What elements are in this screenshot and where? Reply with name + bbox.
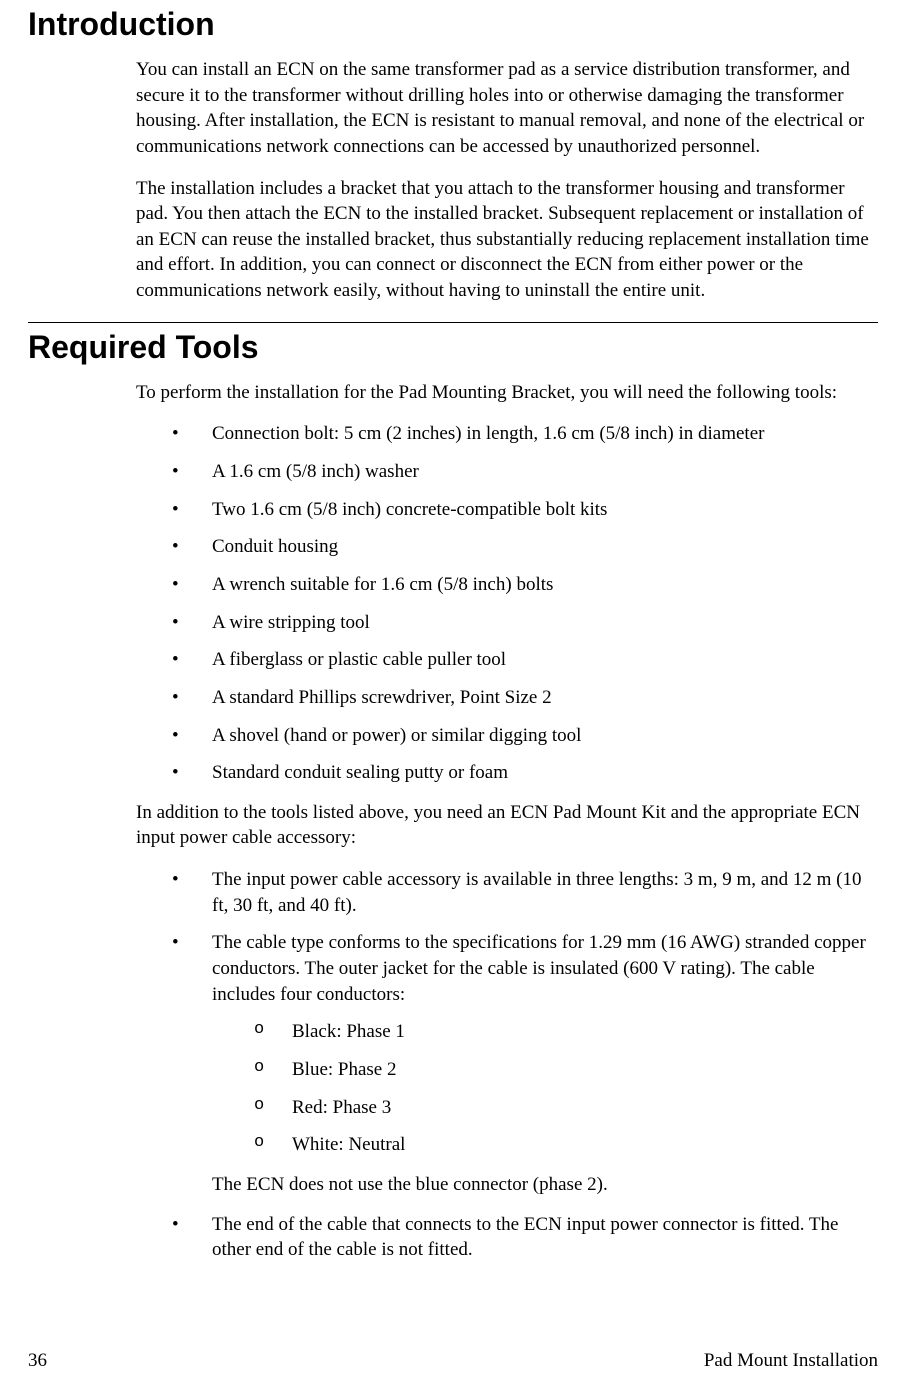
list-item: A 1.6 cm (5/8 inch) washer [172, 459, 870, 485]
list-item: The input power cable accessory is avail… [172, 867, 870, 918]
page-number: 36 [28, 1350, 47, 1372]
tools-list: Connection bolt: 5 cm (2 inches) in leng… [172, 421, 870, 785]
intro-body: You can install an ECN on the same trans… [136, 57, 870, 304]
tools-body: To perform the installation for the Pad … [136, 380, 870, 1263]
list-item: Blue: Phase 2 [254, 1057, 870, 1083]
list-item: Standard conduit sealing putty or foam [172, 760, 870, 786]
list-item: Connection bolt: 5 cm (2 inches) in leng… [172, 421, 870, 447]
page-footer: 36 Pad Mount Installation [28, 1350, 878, 1372]
list-item: White: Neutral [254, 1132, 870, 1158]
list-item-text: The cable type conforms to the specifica… [212, 932, 866, 1004]
list-item: Red: Phase 3 [254, 1095, 870, 1121]
list-item: The cable type conforms to the specifica… [172, 930, 870, 1157]
additional-intro: In addition to the tools listed above, y… [136, 800, 870, 851]
list-item: Black: Phase 1 [254, 1019, 870, 1045]
list-item: A wrench suitable for 1.6 cm (5/8 inch) … [172, 572, 870, 598]
additional-list-cont: The end of the cable that connects to th… [172, 1212, 870, 1263]
section-rule [28, 322, 878, 323]
list-item: A wire stripping tool [172, 610, 870, 636]
list-item: The end of the cable that connects to th… [172, 1212, 870, 1263]
intro-para-2: The installation includes a bracket that… [136, 176, 870, 304]
list-item: Two 1.6 cm (5/8 inch) concrete-compatibl… [172, 497, 870, 523]
heading-required-tools: Required Tools [28, 329, 878, 366]
additional-list: The input power cable accessory is avail… [172, 867, 870, 1158]
phase2-note: The ECN does not use the blue connector … [212, 1172, 870, 1198]
list-item: A fiberglass or plastic cable puller too… [172, 647, 870, 673]
tools-intro: To perform the installation for the Pad … [136, 380, 870, 406]
conductor-list: Black: Phase 1 Blue: Phase 2 Red: Phase … [254, 1019, 870, 1158]
footer-title: Pad Mount Installation [704, 1350, 878, 1372]
heading-introduction: Introduction [28, 6, 878, 43]
list-item: A shovel (hand or power) or similar digg… [172, 723, 870, 749]
intro-para-1: You can install an ECN on the same trans… [136, 57, 870, 160]
list-item: A standard Phillips screwdriver, Point S… [172, 685, 870, 711]
list-item: Conduit housing [172, 534, 870, 560]
